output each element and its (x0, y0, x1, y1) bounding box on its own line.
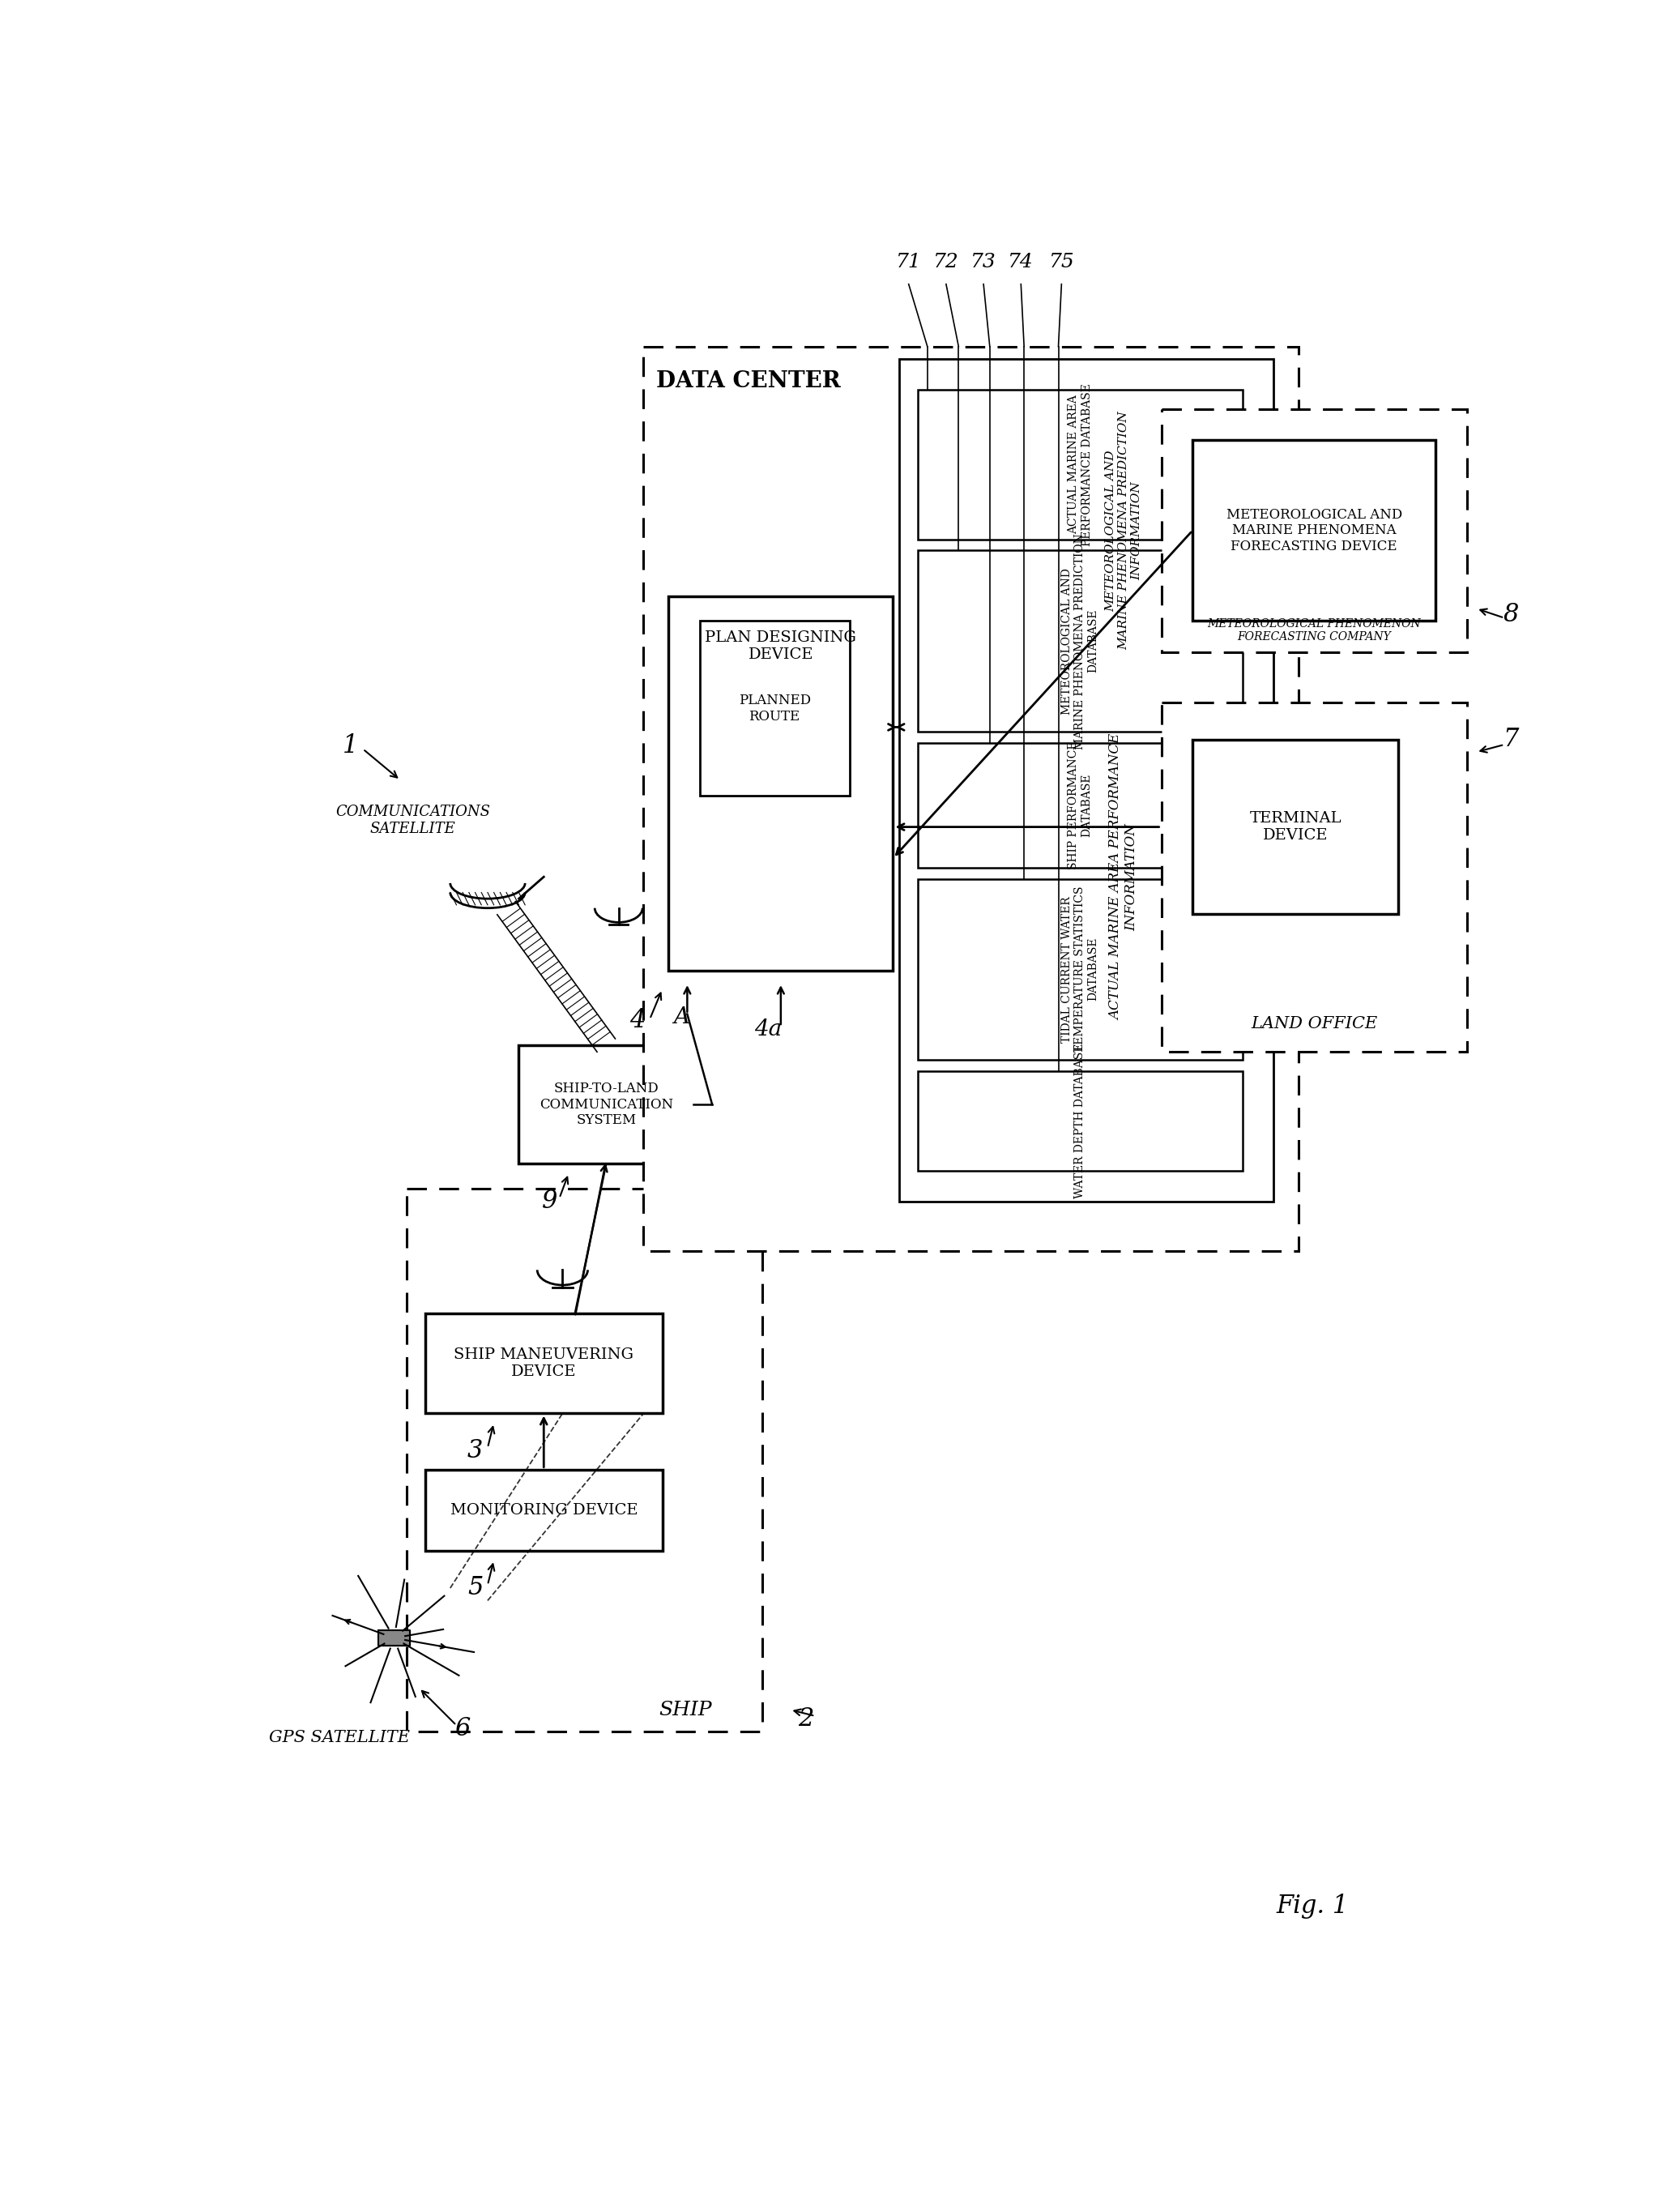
Text: SHIP MANEUVERING
DEVICE: SHIP MANEUVERING DEVICE (453, 1347, 634, 1380)
Text: SHIP-TO-LAND
COMMUNICATION
SYSTEM: SHIP-TO-LAND COMMUNICATION SYSTEM (540, 1082, 674, 1128)
Text: PLANNED
ROUTE: PLANNED ROUTE (739, 695, 811, 723)
Text: LAND OFFICE: LAND OFFICE (1251, 1015, 1378, 1031)
Text: 75: 75 (1048, 252, 1075, 272)
Text: ACTUAL MARINE AREA
PERFORMANCE DATABASE: ACTUAL MARINE AREA PERFORMANCE DATABASE (1068, 383, 1092, 546)
Text: 2: 2 (798, 1708, 814, 1732)
Text: ACTUAL MARINE AREA PERFORMANCE
INFORMATION: ACTUAL MARINE AREA PERFORMANCE INFORMATI… (1109, 734, 1139, 1020)
Bar (1192, 440, 1436, 622)
Text: SHIP PERFORMANCE
DATABASE: SHIP PERFORMANCE DATABASE (1068, 741, 1092, 869)
Text: 4a: 4a (754, 1020, 782, 1040)
Bar (518, 1046, 694, 1164)
Text: 8: 8 (1503, 602, 1518, 628)
Text: 3: 3 (466, 1438, 483, 1464)
Text: COMMUNICATIONS
SATELLITE: COMMUNICATIONS SATELLITE (336, 805, 490, 836)
Text: 7: 7 (1503, 728, 1518, 752)
Text: TERMINAL
DEVICE: TERMINAL DEVICE (1249, 812, 1341, 843)
Text: 5: 5 (466, 1575, 483, 1601)
Bar (1162, 409, 1466, 653)
Text: Fig. 1: Fig. 1 (1276, 1893, 1348, 1918)
Text: 4: 4 (629, 1009, 645, 1033)
Text: METEOROLOGICAL AND
MARINE PHENOMENA PREDICTION
DATABASE: METEOROLOGICAL AND MARINE PHENOMENA PRED… (1062, 533, 1099, 750)
Bar (900, 358, 1274, 1201)
Text: 1: 1 (343, 734, 358, 759)
Text: DATA CENTER: DATA CENTER (655, 369, 841, 392)
Polygon shape (378, 1630, 410, 1646)
Text: A: A (672, 1006, 689, 1029)
Bar (644, 347, 1299, 1252)
Text: METEOROLOGICAL AND
MARINE PHENOMENA
FORECASTING DEVICE: METEOROLOGICAL AND MARINE PHENOMENA FORE… (1226, 509, 1403, 553)
Text: TIDAL CURRENT WATER
TEMPERATURE STATISTICS
DATABASE: TIDAL CURRENT WATER TEMPERATURE STATISTI… (1062, 887, 1099, 1053)
Text: WATER DEPTH DATABASE: WATER DEPTH DATABASE (1075, 1044, 1085, 1199)
Bar (425, 1314, 662, 1413)
Bar (918, 389, 1242, 540)
Bar (699, 622, 849, 796)
Bar (918, 743, 1242, 867)
Bar (918, 551, 1242, 732)
Text: 73: 73 (971, 252, 997, 272)
Text: PLAN DESIGNING
DEVICE: PLAN DESIGNING DEVICE (706, 630, 856, 661)
Text: MONITORING DEVICE: MONITORING DEVICE (450, 1502, 637, 1517)
Text: 6: 6 (455, 1717, 470, 1741)
Bar (918, 878, 1242, 1060)
Text: METEOROLOGICAL AND
MARINE PHENOMENA PREDICTION
INFORMATION: METEOROLOGICAL AND MARINE PHENOMENA PRED… (1105, 411, 1142, 650)
Text: 72: 72 (933, 252, 960, 272)
Text: METEOROLOGICAL PHENOMENON
FORECASTING COMPANY: METEOROLOGICAL PHENOMENON FORECASTING CO… (1207, 617, 1421, 644)
Bar (669, 595, 893, 971)
Text: SHIP: SHIP (659, 1701, 712, 1719)
Bar (1192, 739, 1398, 914)
Bar (406, 1188, 762, 1732)
Text: 74: 74 (1008, 252, 1033, 272)
Text: 71: 71 (896, 252, 921, 272)
Bar (425, 1469, 662, 1551)
Text: 9: 9 (542, 1188, 558, 1214)
Text: GPS SATELLITE: GPS SATELLITE (269, 1730, 410, 1745)
Bar (1162, 701, 1466, 1051)
Bar (918, 1071, 1242, 1170)
